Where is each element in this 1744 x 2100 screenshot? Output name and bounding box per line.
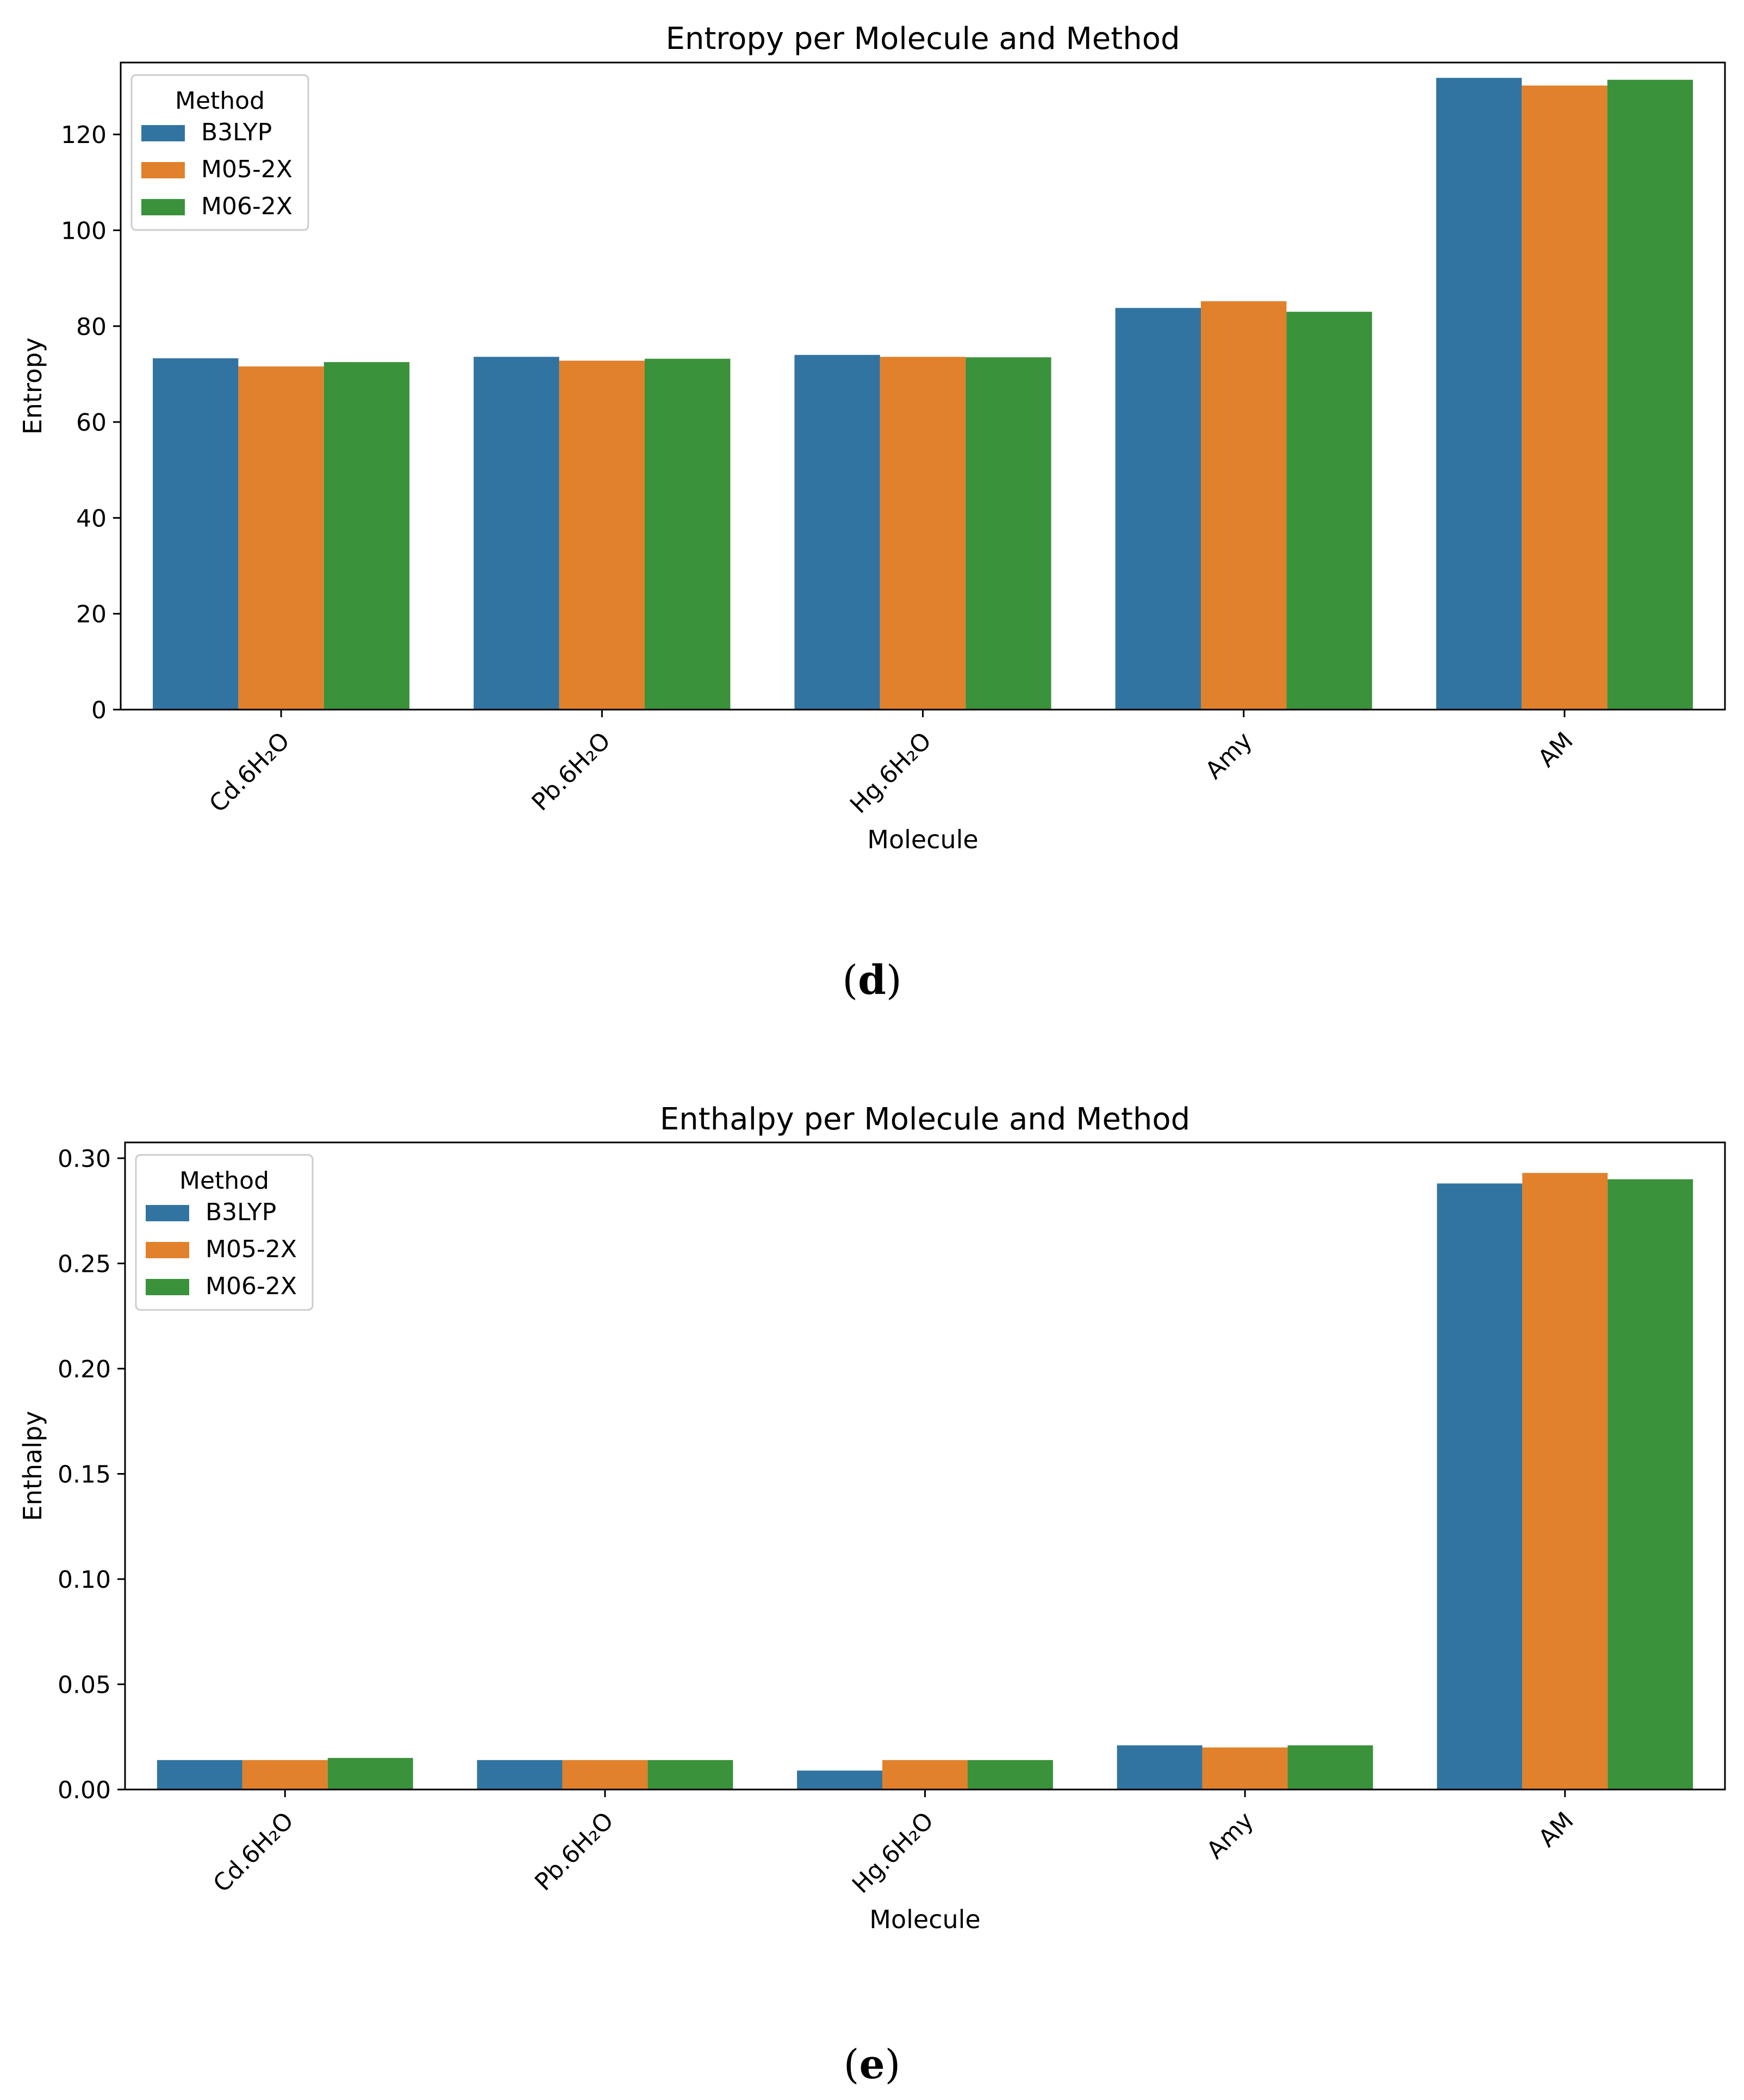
x-axis-label: Molecule [867, 825, 978, 854]
bar-b3lyp-1 [474, 357, 559, 710]
x-tick-label: AM [1533, 727, 1578, 773]
bar-m06-2x-2 [967, 1760, 1053, 1790]
legend-box [135, 1154, 314, 1311]
bar-m06-2x-2 [966, 357, 1051, 710]
y-tick-label: 120 [61, 121, 107, 149]
enthalpy-chart: Enthalpy per Molecule and Method 0.00 0.05… [18, 1102, 1726, 1934]
bar-b3lyp-3 [1117, 1745, 1203, 1790]
legend-swatch [146, 1205, 189, 1221]
legend-label: B3LYP [201, 119, 272, 146]
bar-m06-2x-4 [1608, 1179, 1693, 1790]
bar-m05-2x-4 [1522, 85, 1608, 710]
legend-box [130, 74, 309, 231]
y-tick-label: 80 [76, 313, 107, 341]
y-tick-label: 20 [76, 601, 107, 629]
bar-b3lyp-2 [797, 1770, 883, 1790]
y-tick-label: 0.25 [58, 1251, 111, 1278]
bar-m06-2x-0 [327, 1757, 413, 1790]
bar-m05-2x-0 [238, 366, 324, 710]
bar-m05-2x-3 [1202, 1747, 1288, 1790]
bar-m06-2x-3 [1286, 312, 1372, 710]
legend-label: M06-2X [201, 192, 292, 220]
bar-m05-2x-2 [882, 1760, 968, 1790]
x-tick-label: Cd.6H₂O [204, 727, 295, 818]
legend-swatch [141, 125, 185, 141]
bar-b3lyp-0 [153, 358, 239, 710]
chart-title: Enthalpy per Molecule and Method [660, 1102, 1190, 1137]
legend-label: M06-2X [205, 1272, 297, 1300]
y-tick-label: 0.05 [58, 1672, 111, 1699]
x-tick-label: Hg.6H₂O [845, 727, 937, 819]
y-tick-label: 0.10 [58, 1566, 111, 1594]
bar-b3lyp-3 [1115, 308, 1201, 710]
bar-b3lyp-1 [477, 1760, 563, 1790]
plot-frame [120, 61, 1726, 711]
bar-m05-2x-4 [1522, 1173, 1608, 1790]
y-axis-label: Enthalpy [18, 1411, 47, 1521]
chart-title: Entropy per Molecule and Method [665, 21, 1180, 57]
bar-m05-2x-1 [559, 361, 645, 710]
bar-b3lyp-4 [1437, 1183, 1523, 1790]
legend-label: M05-2X [201, 156, 292, 183]
bar-m05-2x-0 [242, 1760, 328, 1790]
bar-m06-2x-4 [1607, 79, 1693, 710]
legend-swatch [146, 1279, 189, 1295]
bar-b3lyp-2 [794, 355, 880, 710]
x-tick-label: Hg.6H₂O [847, 1807, 939, 1899]
y-tick-label: 100 [61, 218, 107, 245]
panel-caption-d: (d) [842, 957, 902, 1004]
bar-m06-2x-1 [644, 358, 731, 710]
y-tick-label: 0.15 [58, 1461, 111, 1489]
x-tick-label: AM [1533, 1807, 1579, 1853]
bar-m05-2x-3 [1201, 301, 1287, 710]
y-tick-label: 60 [76, 409, 107, 437]
legend-title: Method [175, 87, 265, 115]
y-tick-label: 0 [91, 697, 107, 724]
bar-m06-2x-1 [647, 1760, 733, 1790]
entropy-chart: Entropy per Molecule and Method 0 20 40 60 80… [18, 21, 1726, 854]
x-axis-label: Molecule [869, 1905, 980, 1934]
y-tick-label: 0.30 [58, 1145, 111, 1173]
x-tick-label: Pb.6H₂O [526, 727, 616, 817]
x-tick-label: Amy [1200, 727, 1257, 785]
bar-m05-2x-1 [562, 1760, 648, 1790]
bar-m05-2x-2 [880, 357, 966, 710]
bar-b3lyp-4 [1436, 78, 1522, 710]
legend-label: M05-2X [205, 1235, 297, 1263]
x-tick-label: Amy [1201, 1807, 1259, 1865]
legend-swatch [146, 1242, 189, 1258]
y-tick-label: 0.00 [58, 1776, 111, 1804]
y-axis-label: Entropy [18, 338, 47, 435]
legend-swatch [141, 199, 185, 215]
bar-m06-2x-0 [323, 362, 410, 710]
y-tick-label: 0.20 [58, 1356, 111, 1383]
legend-title: Method [179, 1167, 269, 1195]
x-tick-label: Pb.6H₂O [530, 1807, 619, 1897]
bar-m06-2x-3 [1287, 1745, 1373, 1790]
legend-label: B3LYP [205, 1198, 276, 1226]
legend-swatch [141, 162, 185, 178]
bar-b3lyp-0 [157, 1760, 242, 1790]
y-tick-label: 40 [76, 505, 107, 532]
plot-frame [124, 1141, 1726, 1791]
x-tick-label: Cd.6H₂O [208, 1807, 299, 1898]
panel-caption-e: (e) [844, 2041, 901, 2088]
